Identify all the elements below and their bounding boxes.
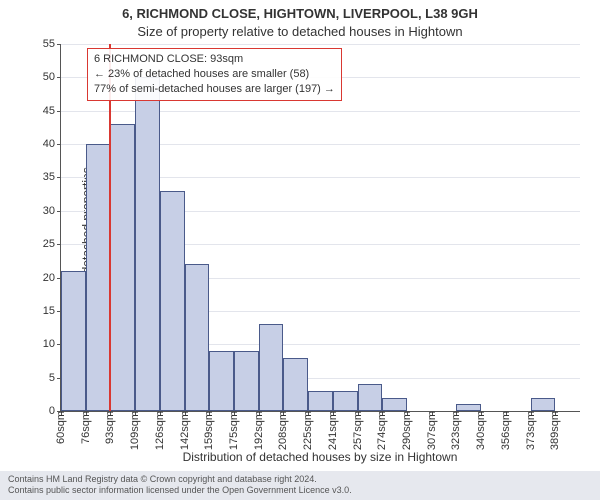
x-tick-label: 175sqm: [228, 411, 240, 450]
y-tick-mark: [57, 44, 61, 45]
x-tick-label: 208sqm: [277, 411, 289, 450]
y-tick-label: 30: [43, 205, 55, 217]
x-tick-label: 274sqm: [376, 411, 388, 450]
histogram-bar: [110, 124, 135, 411]
footer-line2: Contains public sector information licen…: [8, 485, 592, 497]
y-tick-label: 25: [43, 238, 55, 250]
y-tick-label: 10: [43, 338, 55, 350]
x-tick-label: 373sqm: [525, 411, 537, 450]
histogram-bar: [358, 384, 383, 411]
y-tick-label: 40: [43, 138, 55, 150]
histogram-bar: [185, 264, 210, 411]
y-tick-label: 20: [43, 272, 55, 284]
y-tick-mark: [57, 77, 61, 78]
histogram-bar: [333, 391, 358, 411]
y-tick-mark: [57, 144, 61, 145]
histogram-bar: [259, 324, 284, 411]
x-tick-label: 290sqm: [401, 411, 413, 450]
gridline: [61, 44, 580, 45]
y-tick-mark: [57, 177, 61, 178]
x-tick-label: 323sqm: [450, 411, 462, 450]
x-tick-label: 159sqm: [203, 411, 215, 450]
histogram-bar: [456, 404, 481, 411]
annotation-line2: ← 23% of detached houses are smaller (58…: [94, 67, 335, 82]
chart-title-line1: 6, RICHMOND CLOSE, HIGHTOWN, LIVERPOOL, …: [0, 6, 600, 21]
x-tick-label: 257sqm: [352, 411, 364, 450]
chart-title-line2: Size of property relative to detached ho…: [0, 24, 600, 39]
chart-container: 6, RICHMOND CLOSE, HIGHTOWN, LIVERPOOL, …: [0, 0, 600, 500]
x-tick-label: 192sqm: [253, 411, 265, 450]
histogram-bar: [160, 191, 185, 411]
annotation-line1: 6 RICHMOND CLOSE: 93sqm: [94, 52, 335, 67]
histogram-bar: [308, 391, 333, 411]
y-tick-label: 45: [43, 105, 55, 117]
histogram-bar: [531, 398, 556, 411]
x-tick-label: 76sqm: [80, 411, 92, 444]
y-tick-label: 50: [43, 71, 55, 83]
x-tick-label: 225sqm: [302, 411, 314, 450]
x-tick-label: 93sqm: [104, 411, 116, 444]
footer-line1: Contains HM Land Registry data © Crown c…: [8, 474, 592, 486]
x-tick-label: 307sqm: [426, 411, 438, 450]
footer: Contains HM Land Registry data © Crown c…: [0, 471, 600, 500]
histogram-bar: [283, 358, 308, 411]
histogram-bar: [209, 351, 234, 411]
x-tick-label: 142sqm: [179, 411, 191, 450]
histogram-bar: [135, 77, 160, 411]
x-tick-label: 241sqm: [327, 411, 339, 450]
plot-area: 051015202530354045505560sqm76sqm93sqm109…: [60, 44, 580, 412]
x-tick-label: 340sqm: [475, 411, 487, 450]
x-tick-label: 109sqm: [129, 411, 141, 450]
y-tick-mark: [57, 211, 61, 212]
annotation-box: 6 RICHMOND CLOSE: 93sqm ← 23% of detache…: [87, 48, 342, 101]
histogram-bar: [61, 271, 86, 411]
histogram-bar: [234, 351, 259, 411]
x-tick-label: 60sqm: [55, 411, 67, 444]
x-tick-label: 389sqm: [549, 411, 561, 450]
y-tick-label: 5: [49, 372, 55, 384]
histogram-bar: [86, 144, 111, 411]
y-tick-mark: [57, 111, 61, 112]
y-tick-label: 35: [43, 171, 55, 183]
annotation-line3: 77% of semi-detached houses are larger (…: [94, 82, 335, 97]
y-tick-label: 15: [43, 305, 55, 317]
y-tick-mark: [57, 244, 61, 245]
histogram-bar: [382, 398, 407, 411]
x-axis-label: Distribution of detached houses by size …: [60, 450, 580, 464]
x-tick-label: 126sqm: [154, 411, 166, 450]
x-tick-label: 356sqm: [500, 411, 512, 450]
y-tick-label: 55: [43, 38, 55, 50]
